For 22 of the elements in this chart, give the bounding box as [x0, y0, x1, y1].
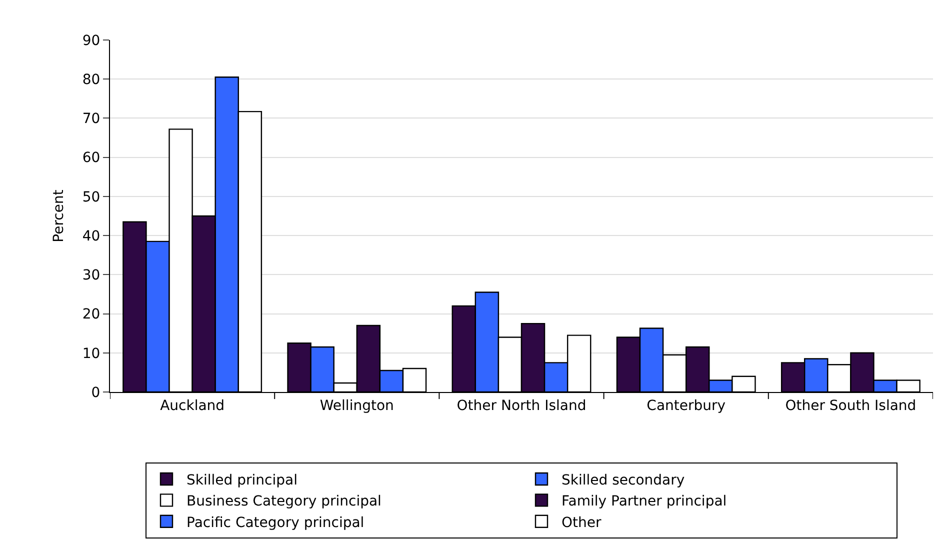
legend-label: Skilled principal: [186, 472, 298, 488]
y-tick-label: 40: [82, 228, 100, 244]
y-tick-label: 70: [82, 111, 100, 128]
legend-label: Other: [562, 514, 602, 531]
x-tick-label: Other South Island: [785, 398, 916, 414]
legend-label: Family Partner principal: [562, 494, 727, 510]
y-tick-label: 30: [82, 268, 100, 284]
y-tick-label: 0: [91, 384, 100, 401]
y-tick-label: 20: [82, 306, 100, 323]
legend-label: Business Category principal: [186, 494, 382, 510]
y-tick-label: 90: [82, 32, 100, 49]
y-tick-label: 60: [82, 150, 100, 166]
legend-label: Skilled secondary: [562, 472, 685, 488]
y-tick-label: 80: [82, 72, 100, 88]
x-tick-label: Wellington: [320, 398, 394, 414]
y-axis-title: Percent: [50, 189, 67, 242]
x-tick-label: Auckland: [160, 398, 225, 414]
y-tick-label: 10: [82, 346, 100, 362]
x-tick-label: Other North Island: [456, 398, 586, 414]
x-tick-label: Canterbury: [646, 398, 726, 414]
legend-label: Pacific Category principal: [186, 514, 364, 531]
y-tick-label: 50: [82, 189, 100, 206]
